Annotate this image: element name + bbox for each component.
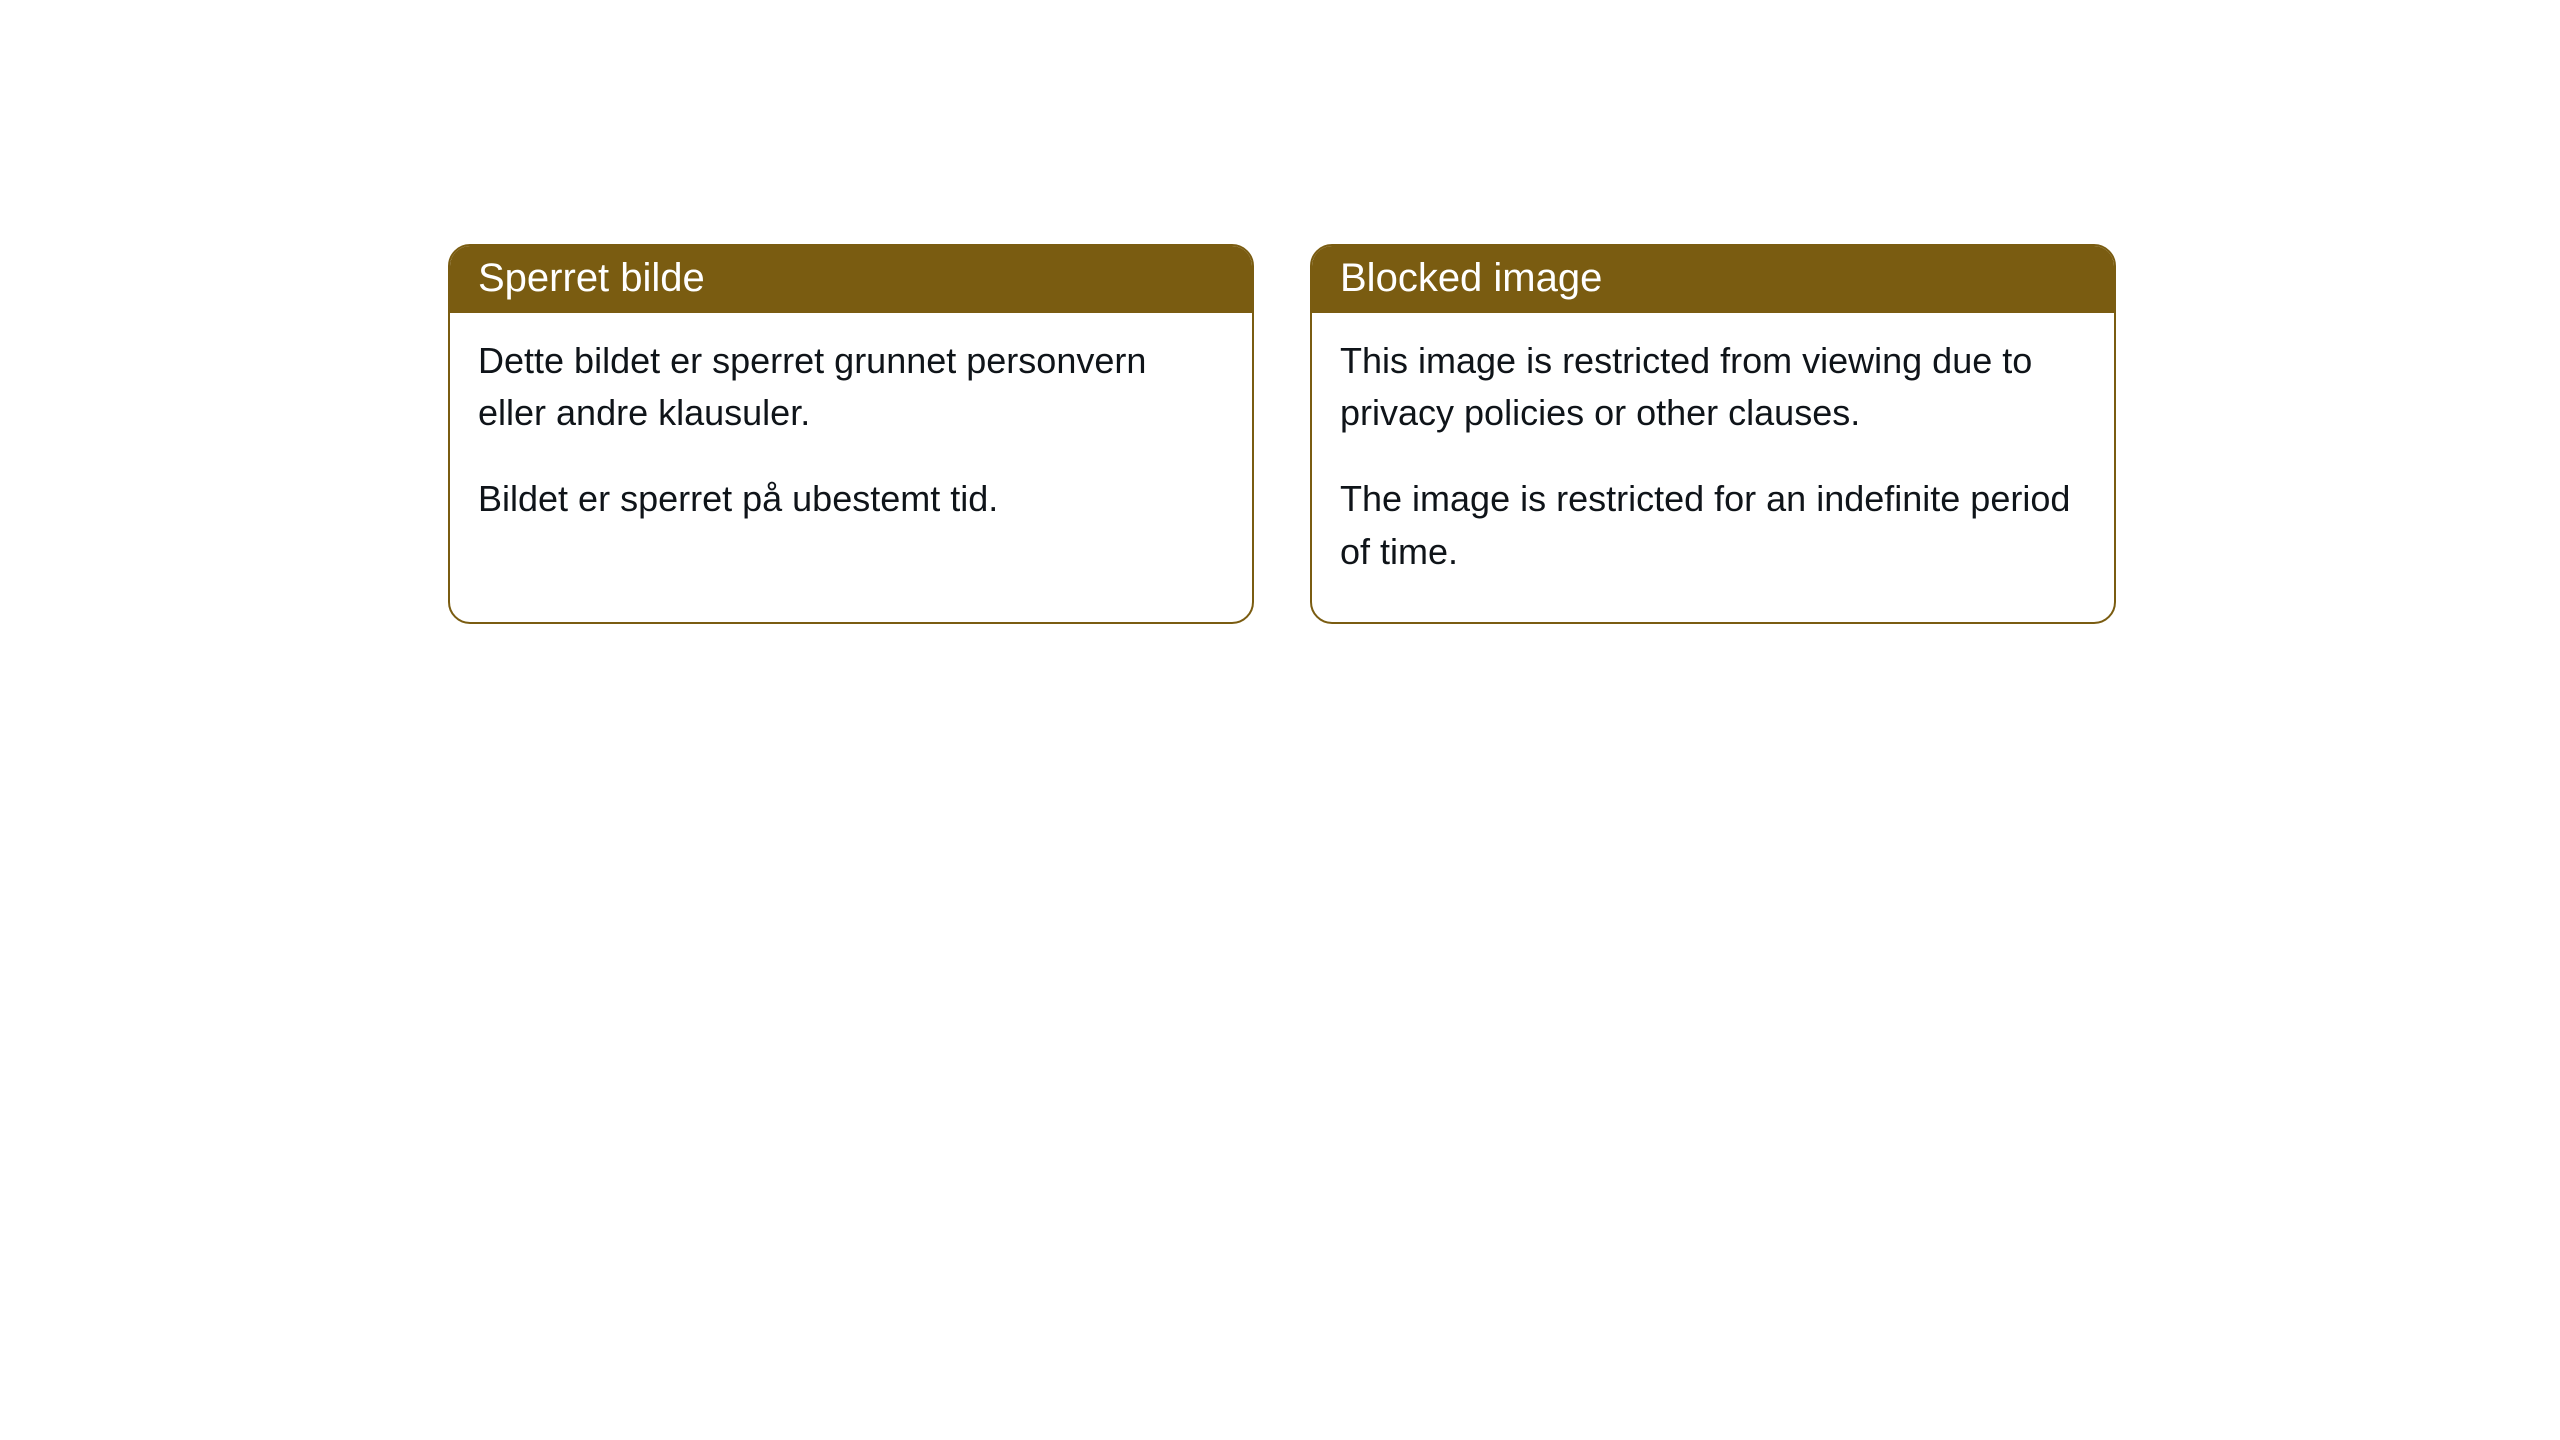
card-paragraph: This image is restricted from viewing du… bbox=[1340, 335, 2086, 439]
notice-cards-container: Sperret bilde Dette bildet er sperret gr… bbox=[0, 0, 2560, 624]
card-paragraph: Bildet er sperret på ubestemt tid. bbox=[478, 473, 1224, 525]
blocked-image-card-english: Blocked image This image is restricted f… bbox=[1310, 244, 2116, 624]
card-paragraph: Dette bildet er sperret grunnet personve… bbox=[478, 335, 1224, 439]
card-title: Sperret bilde bbox=[478, 256, 705, 300]
card-paragraph: The image is restricted for an indefinit… bbox=[1340, 473, 2086, 577]
blocked-image-card-norwegian: Sperret bilde Dette bildet er sperret gr… bbox=[448, 244, 1254, 624]
card-header: Sperret bilde bbox=[450, 246, 1252, 313]
card-body: This image is restricted from viewing du… bbox=[1312, 313, 2114, 622]
card-body: Dette bildet er sperret grunnet personve… bbox=[450, 313, 1252, 570]
card-title: Blocked image bbox=[1340, 256, 1602, 300]
card-header: Blocked image bbox=[1312, 246, 2114, 313]
